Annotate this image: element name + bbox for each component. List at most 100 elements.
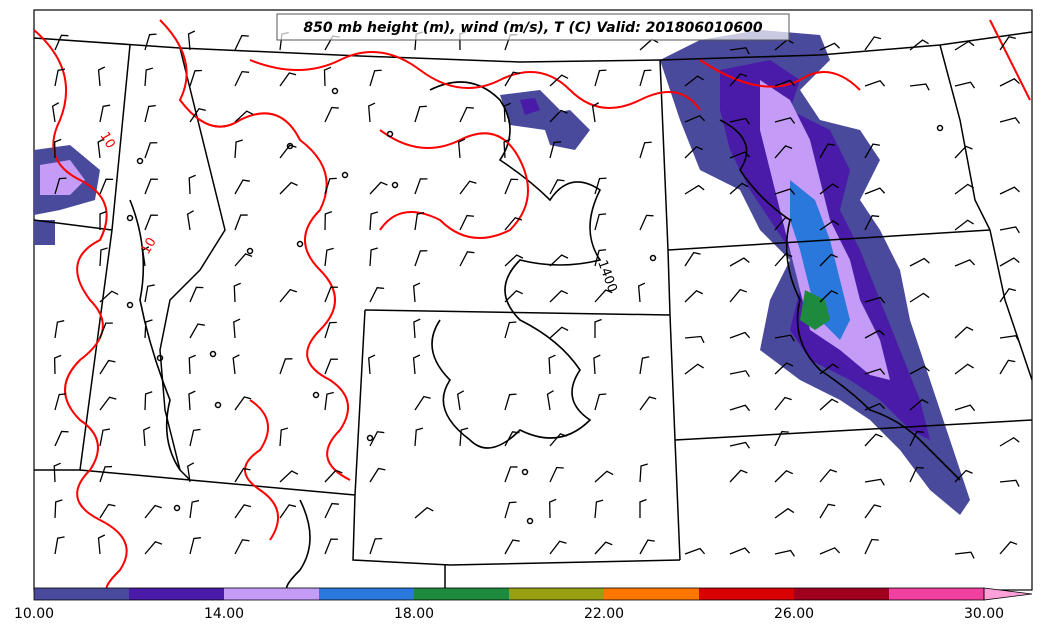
- wind-barb: [774, 79, 796, 87]
- wind-barb: [729, 117, 751, 125]
- wind-barb: [187, 30, 196, 51]
- wind-barb: [279, 358, 293, 375]
- wind-barb: [684, 335, 705, 344]
- wind-barb: [279, 144, 297, 159]
- colorbar-segment: [604, 588, 700, 600]
- wind-barb: [234, 110, 254, 123]
- wind-barb: [999, 78, 1020, 87]
- colorbar-tick-label: 26.00: [774, 606, 814, 622]
- wind-barb: [189, 69, 203, 87]
- wind-barb: [503, 138, 511, 159]
- wind-barb: [864, 538, 879, 555]
- wind-barb: [999, 36, 1016, 51]
- wind-barb: [459, 180, 477, 195]
- wind-barb: [234, 539, 250, 555]
- wind-barb: [188, 354, 196, 375]
- wind-barb: [999, 335, 1020, 343]
- wind-barb: [324, 321, 337, 339]
- wind-barb: [279, 288, 298, 303]
- wind-barb: [594, 541, 613, 555]
- wind-barb: [279, 72, 297, 87]
- colorbar-segment: [414, 588, 510, 600]
- wind-barb: [774, 362, 794, 375]
- shaded-wind-field: [34, 30, 970, 515]
- wind-barb: [412, 354, 421, 375]
- wind-barb: [954, 145, 973, 159]
- calm-marker: [296, 240, 304, 248]
- wind-barb: [504, 431, 520, 447]
- wind-barb: [729, 547, 751, 555]
- wind-barb: [144, 67, 154, 87]
- wind-barb: [999, 288, 1016, 303]
- wind-barb: [189, 428, 201, 447]
- wind-barb: [279, 504, 297, 519]
- wind-barb: [909, 292, 930, 303]
- wind-barb: [591, 102, 600, 123]
- wind-barb: [233, 318, 241, 339]
- wind-barb: [549, 254, 569, 267]
- wind-barb: [188, 174, 196, 195]
- wind-barb: [324, 538, 338, 555]
- wind-barb: [54, 536, 65, 555]
- wind-barb: [639, 214, 654, 231]
- wind-barb: [819, 290, 839, 303]
- wind-barb: [774, 188, 796, 195]
- wind-barb: [368, 102, 376, 123]
- wind-barb: [459, 251, 475, 267]
- wind-barb: [729, 370, 750, 378]
- wind-barb: [99, 290, 119, 303]
- wind-barb: [99, 247, 108, 267]
- wind-barb: [234, 396, 252, 411]
- wind-barb: [143, 426, 151, 447]
- wind-barb: [954, 219, 974, 231]
- wind-barb: [188, 390, 196, 411]
- wind-barb: [684, 363, 705, 375]
- colorbar-segment: [224, 588, 320, 600]
- wind-barb: [819, 398, 839, 411]
- calm-marker: [649, 254, 657, 262]
- calm-marker: [521, 468, 529, 476]
- wind-barb: [774, 396, 792, 411]
- wind-barb: [909, 257, 930, 267]
- wind-barb: [144, 178, 158, 195]
- calm-marker: [391, 181, 399, 189]
- wind-barb: [774, 117, 796, 124]
- wind-barb: [999, 436, 1020, 447]
- wind-barb: [414, 105, 427, 123]
- wind-barb: [504, 393, 517, 411]
- wind-barb: [99, 396, 117, 411]
- wind-barb: [369, 247, 378, 267]
- wind-barb: [234, 139, 243, 159]
- wind-barb: [142, 246, 150, 267]
- wind-barb: [414, 395, 431, 411]
- wind-barb: [999, 479, 1020, 487]
- wind-barb: [504, 216, 523, 231]
- wind-barb: [954, 363, 975, 375]
- wind-barb: [279, 427, 289, 447]
- wind-barb: [414, 178, 428, 195]
- wind-barb: [999, 117, 1021, 124]
- wind-barb: [909, 398, 929, 411]
- wind-barb: [864, 296, 886, 304]
- wind-barb: [909, 39, 929, 51]
- colorbar-segment: [794, 588, 890, 600]
- wind-barb: [414, 506, 434, 519]
- wind-barb: [279, 470, 299, 483]
- wind-barb: [819, 547, 841, 555]
- wind-barb: [51, 102, 60, 123]
- wind-barb: [594, 69, 607, 87]
- wind-barb: [909, 430, 925, 447]
- wind-barb: [99, 104, 111, 123]
- wind-barb: [819, 253, 838, 267]
- wind-barb: [639, 463, 648, 483]
- wind-barb: [99, 322, 113, 339]
- wind-barb: [999, 257, 1020, 267]
- wind-barb: [97, 66, 106, 87]
- wind-barb: [729, 257, 750, 267]
- calm-marker: [246, 247, 254, 255]
- wind-barb: [187, 462, 195, 483]
- wind-barb: [593, 354, 601, 375]
- colorbar-segment: [889, 588, 985, 600]
- wind-barb: [909, 365, 930, 375]
- wind-barb: [819, 143, 835, 159]
